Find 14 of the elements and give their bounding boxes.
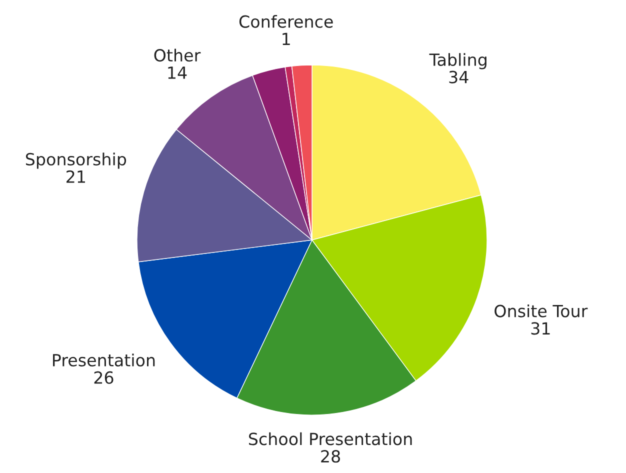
slice-label: Sponsorship [26, 152, 126, 169]
slice-label: Conference [239, 14, 333, 28]
data-label: 31 [531, 322, 550, 335]
data-label: 28 [321, 450, 340, 463]
slice-label: School Presentation [248, 432, 412, 446]
slice-label: Tabling [429, 53, 486, 70]
slice-label: Presentation [53, 354, 155, 366]
data-label: 21 [66, 170, 85, 183]
slice-label: Onsite Tour [494, 304, 588, 318]
data-label: 1 [282, 32, 290, 46]
data-label: 14 [168, 66, 187, 79]
slice-label: Other [154, 48, 201, 62]
data-label: 34 [449, 70, 468, 84]
data-label: 26 [94, 371, 114, 384]
